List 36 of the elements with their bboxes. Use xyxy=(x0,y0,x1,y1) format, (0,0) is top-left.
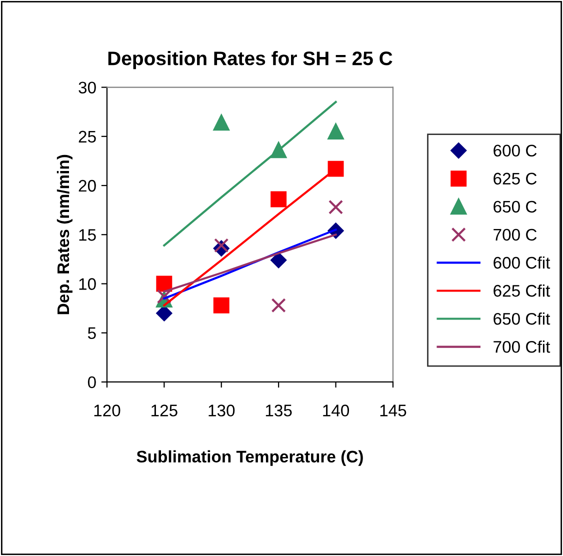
chart-title: Deposition Rates for SH = 25 C xyxy=(108,50,392,70)
point xyxy=(156,276,172,292)
point xyxy=(270,191,287,208)
y-axis-title: Dep. Rates (nm/min) xyxy=(56,154,72,314)
y-tick-label: 10 xyxy=(79,278,96,290)
point xyxy=(156,289,172,304)
point xyxy=(328,160,344,177)
legend-label: 700 C xyxy=(494,228,537,241)
point xyxy=(328,200,344,214)
legend-label: 625 C xyxy=(494,172,537,185)
x-axis-title: Sublimation Temperature (C) xyxy=(136,450,363,466)
point xyxy=(213,114,230,131)
y-tick-label: 0 xyxy=(88,376,96,388)
legend-label: 600 Cfit xyxy=(494,256,550,269)
point xyxy=(213,297,230,314)
line-series xyxy=(163,100,337,246)
x-tick-label: 140 xyxy=(323,404,350,416)
legend-label: 625 Cfit xyxy=(494,284,550,297)
legend-label: 650 C xyxy=(494,200,537,213)
point xyxy=(214,238,229,253)
y-tick-label: 30 xyxy=(78,82,96,94)
x-tick-label: 135 xyxy=(266,404,292,416)
x-tick-label: 130 xyxy=(208,404,235,416)
x-tick-label: 125 xyxy=(152,404,178,416)
y-tick-label: 25 xyxy=(78,130,96,143)
x-tick-label: 145 xyxy=(380,404,406,416)
y-tick-label: 20 xyxy=(78,180,96,192)
x-tick-label: 120 xyxy=(94,404,120,416)
legend-label: 600 C xyxy=(494,144,537,157)
legend-label: 650 Cfit xyxy=(494,312,550,325)
point xyxy=(270,252,286,268)
legend-label: 700 Cfit xyxy=(494,340,550,353)
point xyxy=(328,124,344,140)
y-tick-label: 5 xyxy=(88,327,96,340)
point xyxy=(271,298,286,313)
y-tick-label: 15 xyxy=(79,229,96,241)
